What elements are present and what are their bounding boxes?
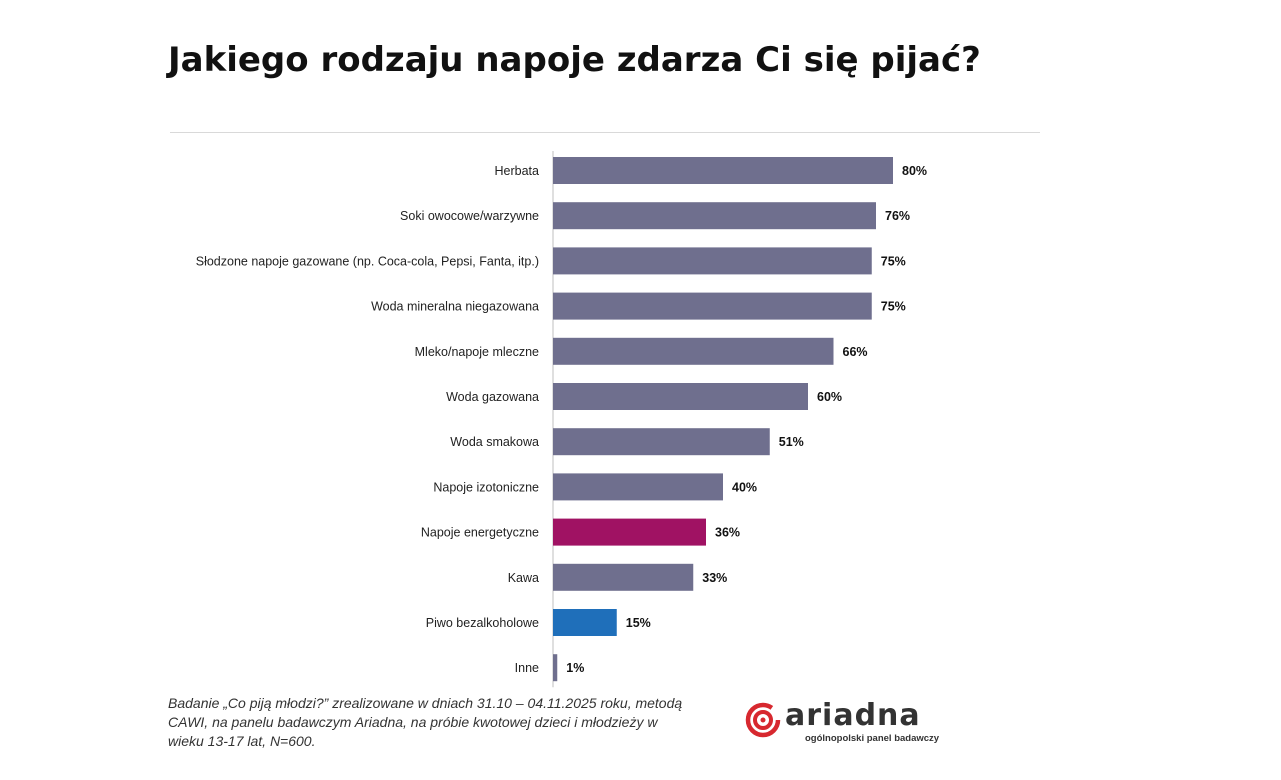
page-title: Jakiego rodzaju napoje zdarza Ci się pij… — [168, 40, 981, 80]
bar-chart: Herbata 80% Soki owocowe/warzywne 76% Słodzo… — [196, 151, 927, 688]
bar-1 — [553, 202, 876, 230]
bar-4 — [553, 337, 834, 365]
value-label-4: 66% — [843, 345, 868, 359]
title-divider — [170, 132, 1040, 133]
value-label-11: 1% — [566, 661, 584, 675]
logo-wordmark: ariadna — [785, 698, 921, 733]
bar-6 — [553, 428, 770, 456]
value-label-5: 60% — [817, 390, 842, 404]
value-label-6: 51% — [779, 435, 804, 449]
category-label-3: Woda mineralna niegazowana — [371, 300, 539, 314]
bar-10 — [553, 609, 617, 636]
value-label-8: 36% — [715, 526, 740, 540]
category-label-4: Mleko/napoje mleczne — [415, 345, 539, 359]
bar-9 — [553, 563, 694, 591]
category-label-5: Woda gazowana — [446, 390, 539, 404]
category-label-9: Kawa — [508, 571, 539, 585]
category-label-11: Inne — [515, 661, 539, 675]
survey-footnote: Badanie „Co piją młodzi?” zrealizowane w… — [168, 695, 683, 749]
bar-3 — [553, 292, 872, 320]
category-label-0: Herbata — [495, 164, 540, 178]
category-label-1: Soki owocowe/warzywne — [400, 209, 539, 223]
bar-2 — [553, 247, 872, 275]
bar-7 — [553, 473, 723, 501]
category-label-8: Napoje energetyczne — [421, 526, 539, 540]
category-label-10: Piwo bezalkoholowe — [426, 616, 539, 630]
ariadna-spiral-icon — [745, 702, 781, 738]
category-label-2: Słodzone napoje gazowane (np. Coca-cola,… — [196, 254, 539, 268]
value-label-3: 75% — [881, 300, 906, 314]
bar-5 — [553, 383, 808, 410]
bar-11 — [553, 654, 558, 682]
category-label-6: Woda smakowa — [450, 435, 539, 449]
value-label-2: 75% — [881, 254, 906, 268]
bar-0 — [553, 157, 893, 184]
value-label-7: 40% — [732, 480, 757, 494]
value-label-10: 15% — [626, 616, 651, 630]
logo-tagline: ogólnopolski panel badawczy — [805, 733, 940, 744]
bar-8 — [553, 518, 706, 546]
value-label-0: 80% — [902, 164, 927, 178]
value-label-1: 76% — [885, 209, 910, 223]
category-label-7: Napoje izotoniczne — [433, 480, 539, 494]
value-label-9: 33% — [702, 571, 727, 585]
ariadna-logo: ariadna ogólnopolski panel badawczy — [745, 698, 945, 750]
